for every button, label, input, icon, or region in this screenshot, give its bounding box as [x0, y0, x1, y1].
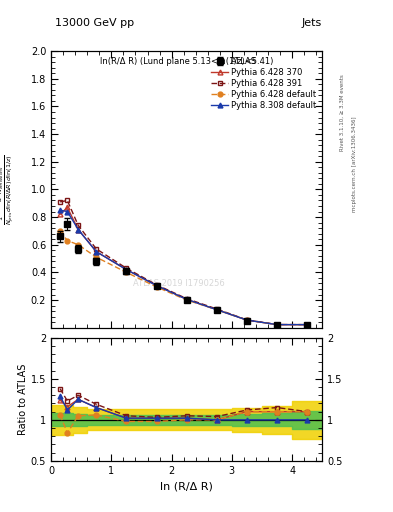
Pythia 6.428 370 — [215, 307, 219, 313]
Text: mcplots.cern.ch [arXiv:1306.3436]: mcplots.cern.ch [arXiv:1306.3436] — [352, 116, 357, 211]
Pythia 8.308 default — [94, 249, 99, 255]
Pythia 8.308 default — [275, 322, 279, 328]
Pythia 6.428 370 — [275, 322, 279, 328]
Pythia 6.428 default — [215, 307, 219, 313]
Pythia 6.428 default — [244, 317, 249, 323]
Pythia 6.428 370 — [94, 249, 99, 255]
Pythia 6.428 391 — [124, 265, 129, 271]
Text: ATLAS 2019 I1790256: ATLAS 2019 I1790256 — [133, 279, 224, 288]
Pythia 6.428 370 — [65, 204, 70, 210]
Y-axis label: Ratio to ATLAS: Ratio to ATLAS — [18, 364, 28, 435]
Pythia 6.428 391 — [58, 199, 62, 205]
Line: Pythia 8.308 default: Pythia 8.308 default — [58, 208, 310, 327]
Pythia 8.308 default — [65, 208, 70, 215]
Pythia 8.308 default — [244, 317, 249, 323]
Pythia 8.308 default — [124, 267, 129, 273]
Y-axis label: $\frac{1}{N_{jets}}\frac{d^2 N_{emissions}}{d\ln(R/\Delta R)\,d\ln(1/z)}$: $\frac{1}{N_{jets}}\frac{d^2 N_{emission… — [0, 154, 16, 225]
Text: ln(R/Δ R) (Lund plane 5.13<ln(1/z)<5.41): ln(R/Δ R) (Lund plane 5.13<ln(1/z)<5.41) — [100, 57, 274, 66]
Text: Jets: Jets — [302, 18, 322, 28]
Pythia 8.308 default — [305, 322, 310, 328]
Pythia 6.428 default — [58, 228, 62, 234]
Pythia 6.428 391 — [94, 246, 99, 252]
Pythia 6.428 370 — [244, 317, 249, 323]
Pythia 6.428 default — [124, 269, 129, 275]
Pythia 6.428 391 — [76, 222, 81, 228]
Legend: ATLAS, Pythia 6.428 370, Pythia 6.428 391, Pythia 6.428 default, Pythia 8.308 de: ATLAS, Pythia 6.428 370, Pythia 6.428 39… — [209, 55, 318, 112]
Pythia 6.428 default — [154, 284, 159, 290]
X-axis label: ln (R/Δ R): ln (R/Δ R) — [160, 481, 213, 491]
Pythia 8.308 default — [184, 296, 189, 303]
Pythia 6.428 default — [76, 242, 81, 248]
Pythia 6.428 default — [65, 238, 70, 244]
Text: 13000 GeV pp: 13000 GeV pp — [55, 18, 134, 28]
Pythia 6.428 391 — [275, 322, 279, 328]
Pythia 8.308 default — [76, 226, 81, 232]
Pythia 8.308 default — [154, 283, 159, 289]
Line: Pythia 6.428 391: Pythia 6.428 391 — [58, 198, 310, 327]
Line: Pythia 6.428 default: Pythia 6.428 default — [58, 228, 310, 327]
Pythia 6.428 default — [94, 254, 99, 260]
Pythia 6.428 391 — [215, 306, 219, 312]
Pythia 6.428 391 — [305, 322, 310, 328]
Pythia 6.428 370 — [58, 211, 62, 218]
Pythia 6.428 370 — [305, 322, 310, 328]
Pythia 6.428 391 — [154, 282, 159, 288]
Pythia 6.428 default — [305, 322, 310, 328]
Pythia 6.428 370 — [76, 226, 81, 232]
Pythia 8.308 default — [215, 307, 219, 313]
Pythia 6.428 391 — [244, 317, 249, 323]
Pythia 8.308 default — [58, 207, 62, 213]
Pythia 6.428 default — [184, 297, 189, 303]
Pythia 6.428 370 — [154, 283, 159, 289]
Pythia 6.428 391 — [65, 198, 70, 204]
Pythia 6.428 370 — [124, 267, 129, 273]
Pythia 6.428 default — [275, 322, 279, 328]
Pythia 6.428 391 — [184, 295, 189, 302]
Text: Rivet 3.1.10, ≥ 3.3M events: Rivet 3.1.10, ≥ 3.3M events — [340, 74, 345, 151]
Pythia 6.428 370 — [184, 296, 189, 303]
Line: Pythia 6.428 370: Pythia 6.428 370 — [58, 205, 310, 327]
